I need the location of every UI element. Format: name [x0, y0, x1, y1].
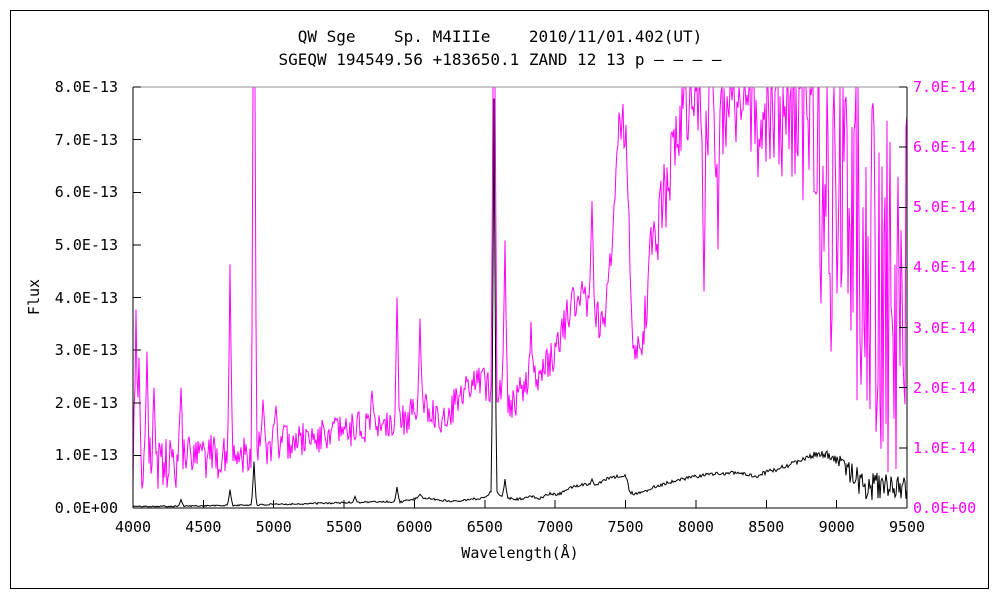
left-axis-tick-label: 0.0E+00: [54, 499, 118, 517]
x-axis-title: Wavelength(Å): [461, 544, 579, 562]
x-axis-tick-label: 7000: [537, 518, 574, 536]
left-axis-tick-label: 7.0E-13: [54, 130, 118, 149]
x-axis-tick-label: 5000: [255, 518, 292, 536]
right-axis-tick-label: 0.0E+00: [913, 499, 977, 517]
x-axis-tick-label: 9000: [818, 518, 855, 536]
x-axis-tick-label: 4000: [114, 518, 152, 536]
right-axis-tick-label: 2.0E-14: [913, 378, 977, 397]
x-axis-tick-label: 9500: [888, 518, 926, 536]
left-axis-tick-label: 1.0E-13: [54, 446, 118, 465]
left-axis-tick-label: 6.0E-13: [54, 183, 118, 202]
x-axis-tick-label: 6000: [396, 518, 433, 536]
x-axis-tick-label: 6500: [466, 518, 503, 536]
figure-border: [10, 10, 989, 589]
x-axis-tick-label: 5500: [326, 518, 363, 536]
x-axis-tick-label: 7500: [607, 518, 644, 536]
right-axis-tick-label: 7.0E-14: [913, 78, 977, 96]
chart-title: QW Sge Sp. M4IIIe 2010/11/01.402(UT): [297, 27, 703, 46]
x-axis-tick-label: 8000: [677, 518, 714, 536]
x-axis-tick-label: 4500: [185, 518, 222, 536]
left-axis-tick-label: 2.0E-13: [54, 393, 118, 412]
magenta-spectrum-path: [132, 86, 908, 489]
chart-subtitle: SGEQW 194549.56 +183650.1 ZAND 12 13 p –…: [278, 50, 722, 69]
right-axis-tick-label: 4.0E-14: [913, 258, 977, 277]
x-axis-tick-label: 8500: [748, 518, 785, 536]
right-axis-tick-label: 5.0E-14: [913, 198, 977, 217]
left-axis-tick-label: 3.0E-13: [54, 341, 118, 360]
left-axis-tick-label: 4.0E-13: [54, 288, 118, 307]
right-axis-tick-label: 1.0E-14: [913, 438, 977, 457]
left-axis-tick-label: 5.0E-13: [54, 235, 118, 254]
right-axis-tick-label: 6.0E-14: [913, 138, 977, 157]
right-axis-tick-label: 3.0E-14: [913, 318, 977, 337]
black-spectrum-path: [132, 98, 908, 508]
left-axis-tick-label: 8.0E-13: [54, 78, 118, 96]
